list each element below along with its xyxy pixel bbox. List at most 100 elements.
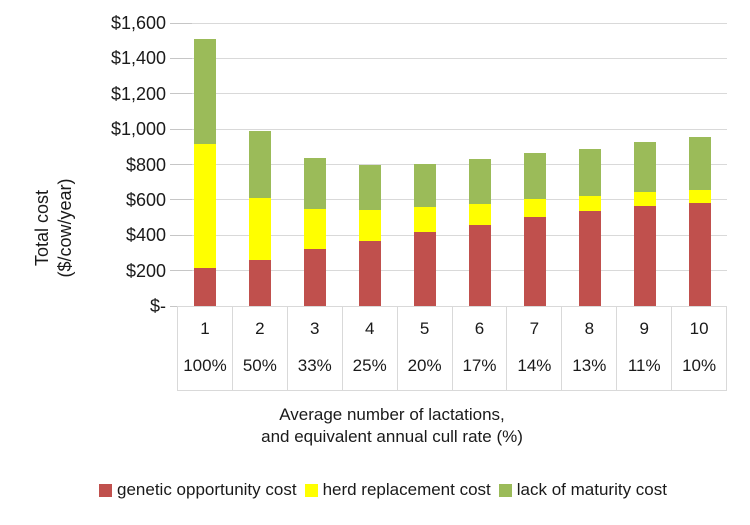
gridline-400 [177,234,727,236]
x-axis-title-line1: Average number of lactations, [279,405,505,424]
x-category-cell-7: 7 14% [507,307,563,390]
x-axis-category-labels: 1 100% 2 50% 3 33% 4 25% 5 20% 6 17% 7 14% 8 13% 9 11% 10 1… [177,306,727,391]
legend-label: herd replacement cost [322,480,491,499]
bar-6-segment-herd-replacement-cost [468,204,491,225]
x-category-cell-5: 5 20% [398,307,453,390]
y-axis-tick-1200 [170,93,192,95]
lactation-number-label: 9 [639,319,649,339]
bar-8-segment-genetic-opportunity-cost [578,211,601,306]
legend-label: lack of maturity cost [516,480,667,499]
legend-item-lack-of-maturity-cost: lack of maturity cost [498,480,667,500]
bar-5-segment-herd-replacement-cost [413,206,436,232]
y-tick-label-400: $400 [125,225,166,246]
y-tick-label-200: $200 [125,260,166,281]
bar-9-segment-genetic-opportunity-cost [633,206,656,306]
chart-legend: genetic opportunity cost herd replacement… [0,480,750,500]
bar-10-segment-herd-replacement-cost [688,190,711,203]
y-axis-tick-600 [170,199,192,201]
lactation-number-label: 1 [200,319,210,339]
legend-item-herd-replacement-cost: herd replacement cost [304,480,491,500]
bar-2-segment-genetic-opportunity-cost [248,260,271,306]
x-category-cell-3: 3 33% [288,307,343,390]
bar-8-segment-lack-of-maturity-cost [578,148,601,197]
gridline-200 [177,270,727,272]
x-category-cell-2: 2 50% [233,307,288,390]
y-axis-tick-800 [170,164,192,165]
cull-rate-label: 11% [627,355,661,375]
bar-9-segment-herd-replacement-cost [633,191,656,207]
cull-rate-label: 14% [517,355,552,375]
bar-9-segment-lack-of-maturity-cost [633,141,656,192]
bar-1-segment-genetic-opportunity-cost [193,267,216,306]
bar-2-segment-lack-of-maturity-cost [248,130,271,199]
y-axis-tick-1600 [170,22,192,24]
y-tick-label-1000: $1,000 [110,119,166,140]
x-category-cell-8: 8 13% [562,307,618,390]
cull-rate-label: 17% [462,355,497,375]
bar-1-segment-herd-replacement-cost [193,144,216,268]
legend-swatch-herd-replacement-cost [304,483,318,497]
bar-2-segment-herd-replacement-cost [248,198,271,260]
cull-rate-label: 25% [352,355,387,375]
lactation-number-label: 3 [310,319,320,339]
cull-rate-label: 33% [297,355,332,375]
bar-6-segment-lack-of-maturity-cost [468,159,491,205]
x-category-cell-10: 10 10% [672,307,726,390]
cull-rate-label: 20% [407,355,442,375]
gridline-1200 [177,93,727,95]
lactation-number-label: 5 [419,319,430,339]
bar-7-segment-lack-of-maturity-cost [523,153,546,199]
lactation-number-label: 6 [474,319,485,339]
legend-item-genetic-opportunity-cost: genetic opportunity cost [99,480,297,500]
y-tick-label-1400: $1,400 [110,48,166,69]
bar-3-segment-genetic-opportunity-cost [303,249,326,306]
bar-4-segment-herd-replacement-cost [358,210,381,241]
lactation-number-label: 4 [364,319,375,339]
y-axis-tick-1000 [170,128,192,130]
x-axis-title-line2: and equivalent annual cull rate (%) [261,427,523,446]
lactation-number-label: 10 [689,319,709,339]
bar-8-segment-herd-replacement-cost [578,196,601,212]
cull-rate-label: 10% [682,355,717,375]
bar-6-segment-genetic-opportunity-cost [468,224,491,306]
lactation-number-label: 8 [584,319,595,339]
legend-label: genetic opportunity cost [117,480,297,499]
bar-4-segment-lack-of-maturity-cost [358,164,381,211]
y-axis-tick-400 [170,234,192,236]
x-axis-title: Average number of lactations, and equiva… [177,404,607,448]
y-tick-label-1200: $1,200 [110,83,166,104]
cull-rate-label: 13% [572,355,607,375]
y-axis-tick-200 [170,270,192,272]
legend-swatch-lack-of-maturity-cost [498,483,512,497]
bar-5-segment-genetic-opportunity-cost [413,231,436,306]
cull-rate-label: 50% [242,355,277,375]
bar-10-segment-genetic-opportunity-cost [688,202,711,306]
y-tick-label-0: $- [149,296,166,316]
y-axis-tick-1400 [170,57,192,59]
bar-5-segment-lack-of-maturity-cost [413,163,436,207]
cull-rate-label: 100% [183,355,227,375]
x-category-cell-4: 4 25% [343,307,398,390]
bar-1-segment-lack-of-maturity-cost [193,38,216,145]
bar-3-segment-herd-replacement-cost [303,208,326,250]
x-category-cell-1: 1 100% [178,307,233,390]
gridline-1000 [177,128,727,130]
gridline-600 [177,199,727,201]
bar-7-segment-genetic-opportunity-cost [523,216,546,306]
bar-7-segment-herd-replacement-cost [523,198,546,217]
y-tick-label-600: $600 [125,189,166,210]
lactation-number-label: 2 [255,319,265,339]
bar-4-segment-genetic-opportunity-cost [358,240,381,306]
y-tick-label-1600: $1,600 [110,13,166,33]
gridline-800 [177,164,727,165]
gridline-1400 [177,57,727,59]
bar-10-segment-lack-of-maturity-cost [688,137,711,191]
bar-3-segment-lack-of-maturity-cost [303,158,326,209]
legend-swatch-genetic-opportunity-cost [99,483,112,497]
x-category-cell-9: 9 11% [617,307,673,390]
lactation-number-label: 7 [529,319,540,339]
x-category-cell-6: 6 17% [453,307,508,390]
y-tick-label-800: $800 [125,154,166,175]
